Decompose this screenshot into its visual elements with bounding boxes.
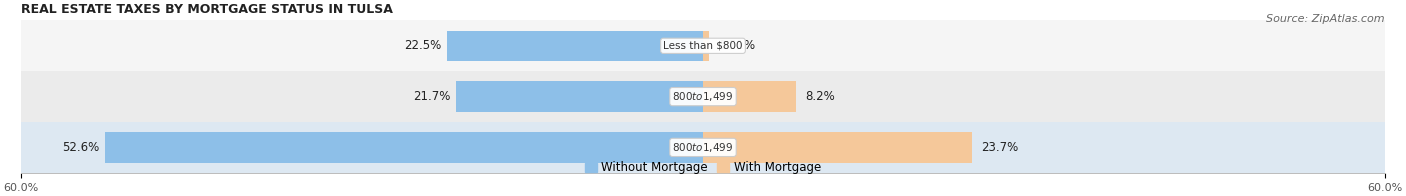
Bar xyxy=(21,71,1385,122)
Bar xyxy=(21,20,1385,71)
Bar xyxy=(105,132,703,163)
Text: $800 to $1,499: $800 to $1,499 xyxy=(672,141,734,154)
Text: 23.7%: 23.7% xyxy=(981,141,1019,154)
Text: Source: ZipAtlas.com: Source: ZipAtlas.com xyxy=(1267,14,1385,24)
Text: $800 to $1,499: $800 to $1,499 xyxy=(672,90,734,103)
Legend: Without Mortgage, With Mortgage: Without Mortgage, With Mortgage xyxy=(581,157,825,179)
Bar xyxy=(703,81,796,112)
Text: Less than $800: Less than $800 xyxy=(664,41,742,51)
Text: 21.7%: 21.7% xyxy=(413,90,451,103)
Text: 22.5%: 22.5% xyxy=(405,39,441,52)
Text: REAL ESTATE TAXES BY MORTGAGE STATUS IN TULSA: REAL ESTATE TAXES BY MORTGAGE STATUS IN … xyxy=(21,4,392,16)
Bar xyxy=(703,31,709,61)
Text: 8.2%: 8.2% xyxy=(806,90,835,103)
Bar xyxy=(447,31,703,61)
Bar xyxy=(457,81,703,112)
Text: 52.6%: 52.6% xyxy=(62,141,100,154)
Bar xyxy=(21,122,1385,173)
Text: 0.51%: 0.51% xyxy=(718,39,755,52)
Bar xyxy=(703,132,973,163)
